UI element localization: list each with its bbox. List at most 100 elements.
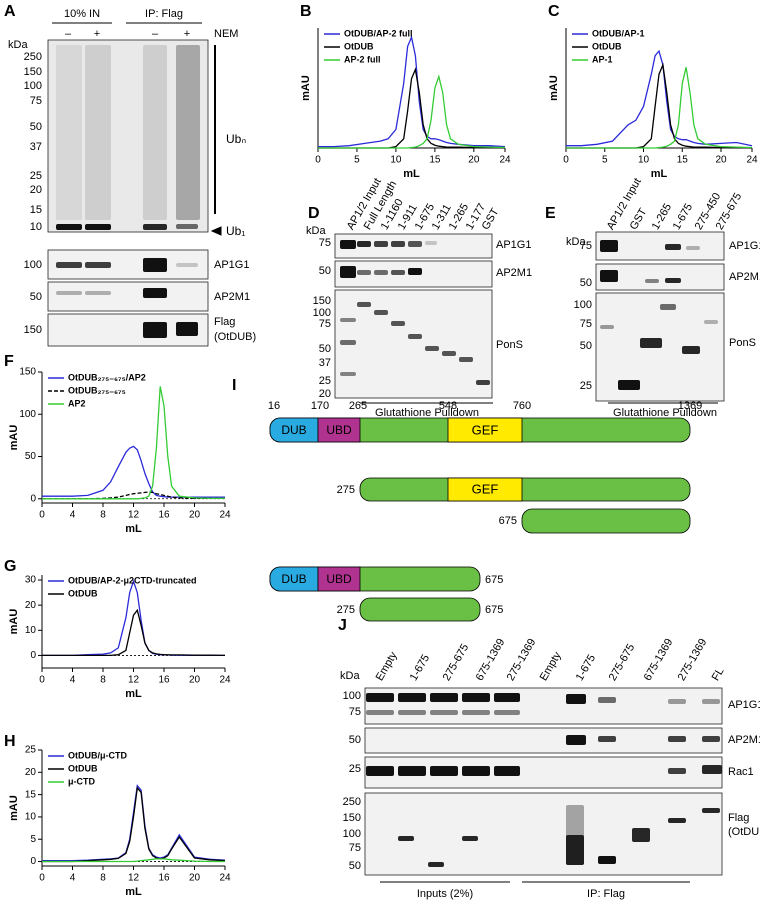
band (85, 45, 111, 220)
band (366, 710, 394, 715)
x-tick-label: 12 (128, 675, 140, 686)
blot (364, 792, 723, 876)
band (56, 45, 82, 220)
label: 75 (30, 95, 42, 107)
label: – (65, 28, 72, 40)
panel-label: E (545, 205, 556, 222)
label: 100 (574, 299, 592, 311)
band (176, 45, 200, 220)
label: – (152, 28, 159, 40)
legend-label: OtDUB (68, 588, 98, 598)
legend-label: OtDUB/μ-CTD (68, 750, 127, 760)
label: Glutathione Pulldown (613, 407, 717, 419)
band (357, 302, 371, 307)
series-line (42, 786, 226, 863)
band (366, 766, 394, 776)
legend-label: AP-1 (592, 54, 613, 64)
x-tick-label: 0 (39, 510, 45, 521)
y-tick-label: 10 (25, 625, 37, 636)
band (600, 240, 618, 252)
y-tick-label: 150 (19, 367, 36, 378)
x-tick-label: 24 (219, 675, 231, 686)
x-tick-label: 16 (158, 510, 170, 521)
band (143, 288, 167, 298)
band (660, 304, 676, 310)
legend-label: OtDUB/AP-2-μ2CTD-truncated (68, 575, 197, 585)
label: + (94, 28, 100, 40)
band (645, 279, 659, 283)
band (618, 380, 640, 390)
panel-label: I (232, 377, 236, 394)
domain (447, 417, 523, 443)
label: Ubₙ (226, 132, 246, 146)
legend-label: AP-2 full (344, 54, 381, 64)
domain-diagram (269, 417, 691, 622)
label: 50 (349, 860, 361, 872)
label: 75 (349, 706, 361, 718)
arrowhead (210, 226, 222, 236)
band (430, 766, 458, 776)
label: 37 (30, 141, 42, 153)
x-tick-label: 4 (70, 510, 76, 521)
x-tick-label: 5 (354, 155, 360, 166)
legend-label: μ-CTD (68, 776, 96, 786)
x-tick-label: 0 (39, 873, 45, 884)
band (494, 693, 520, 702)
series-line (566, 62, 753, 149)
band (566, 835, 584, 865)
label: kDa (566, 236, 586, 248)
x-tick-label: 20 (189, 510, 201, 521)
domain (317, 566, 361, 592)
label: AP2M1 (729, 271, 760, 283)
band (668, 736, 686, 742)
label: UBD (326, 572, 352, 586)
lane-label: Empty (538, 650, 564, 683)
band (398, 836, 414, 841)
lane-label: 275-675 (441, 642, 472, 683)
label: Rac1 (728, 766, 754, 778)
band (56, 291, 82, 295)
x-tick-label: 20 (468, 155, 480, 166)
band (702, 736, 720, 742)
x-tick-label: 24 (499, 155, 511, 166)
band (462, 766, 490, 776)
band (598, 697, 616, 703)
label: + (184, 28, 190, 40)
x-tick-label: 24 (219, 873, 231, 884)
label: UBD (326, 423, 352, 437)
y-axis-label: mAU (300, 75, 312, 101)
legend-label: OtDUB (344, 41, 374, 51)
label: 75 (319, 237, 331, 249)
band (374, 310, 388, 315)
x-tick-label: 20 (189, 675, 201, 686)
band (340, 372, 356, 376)
band (665, 244, 681, 250)
x-tick-label: 8 (100, 510, 106, 521)
label: 250 (343, 796, 361, 808)
x-axis-label: mL (651, 168, 668, 180)
label: AP1G1 (496, 239, 531, 251)
x-tick-label: 16 (158, 675, 170, 686)
band (374, 241, 388, 247)
label: 50 (30, 291, 42, 303)
band (56, 262, 82, 268)
label: 25 (580, 380, 592, 392)
band (704, 320, 718, 324)
label: Ub₁ (226, 224, 245, 238)
label: 25 (349, 763, 361, 775)
label: 548 (439, 400, 457, 412)
label: AP2M1 (214, 291, 250, 303)
band (176, 263, 198, 267)
band (340, 240, 356, 249)
construct-bar (521, 508, 691, 534)
band (340, 318, 356, 322)
blot (47, 281, 209, 312)
series-line (42, 858, 225, 863)
label: 75 (349, 842, 361, 854)
band (686, 246, 700, 250)
label: kDa (340, 670, 360, 682)
label: NEM (214, 28, 238, 40)
band (143, 224, 167, 230)
domain (317, 417, 361, 443)
